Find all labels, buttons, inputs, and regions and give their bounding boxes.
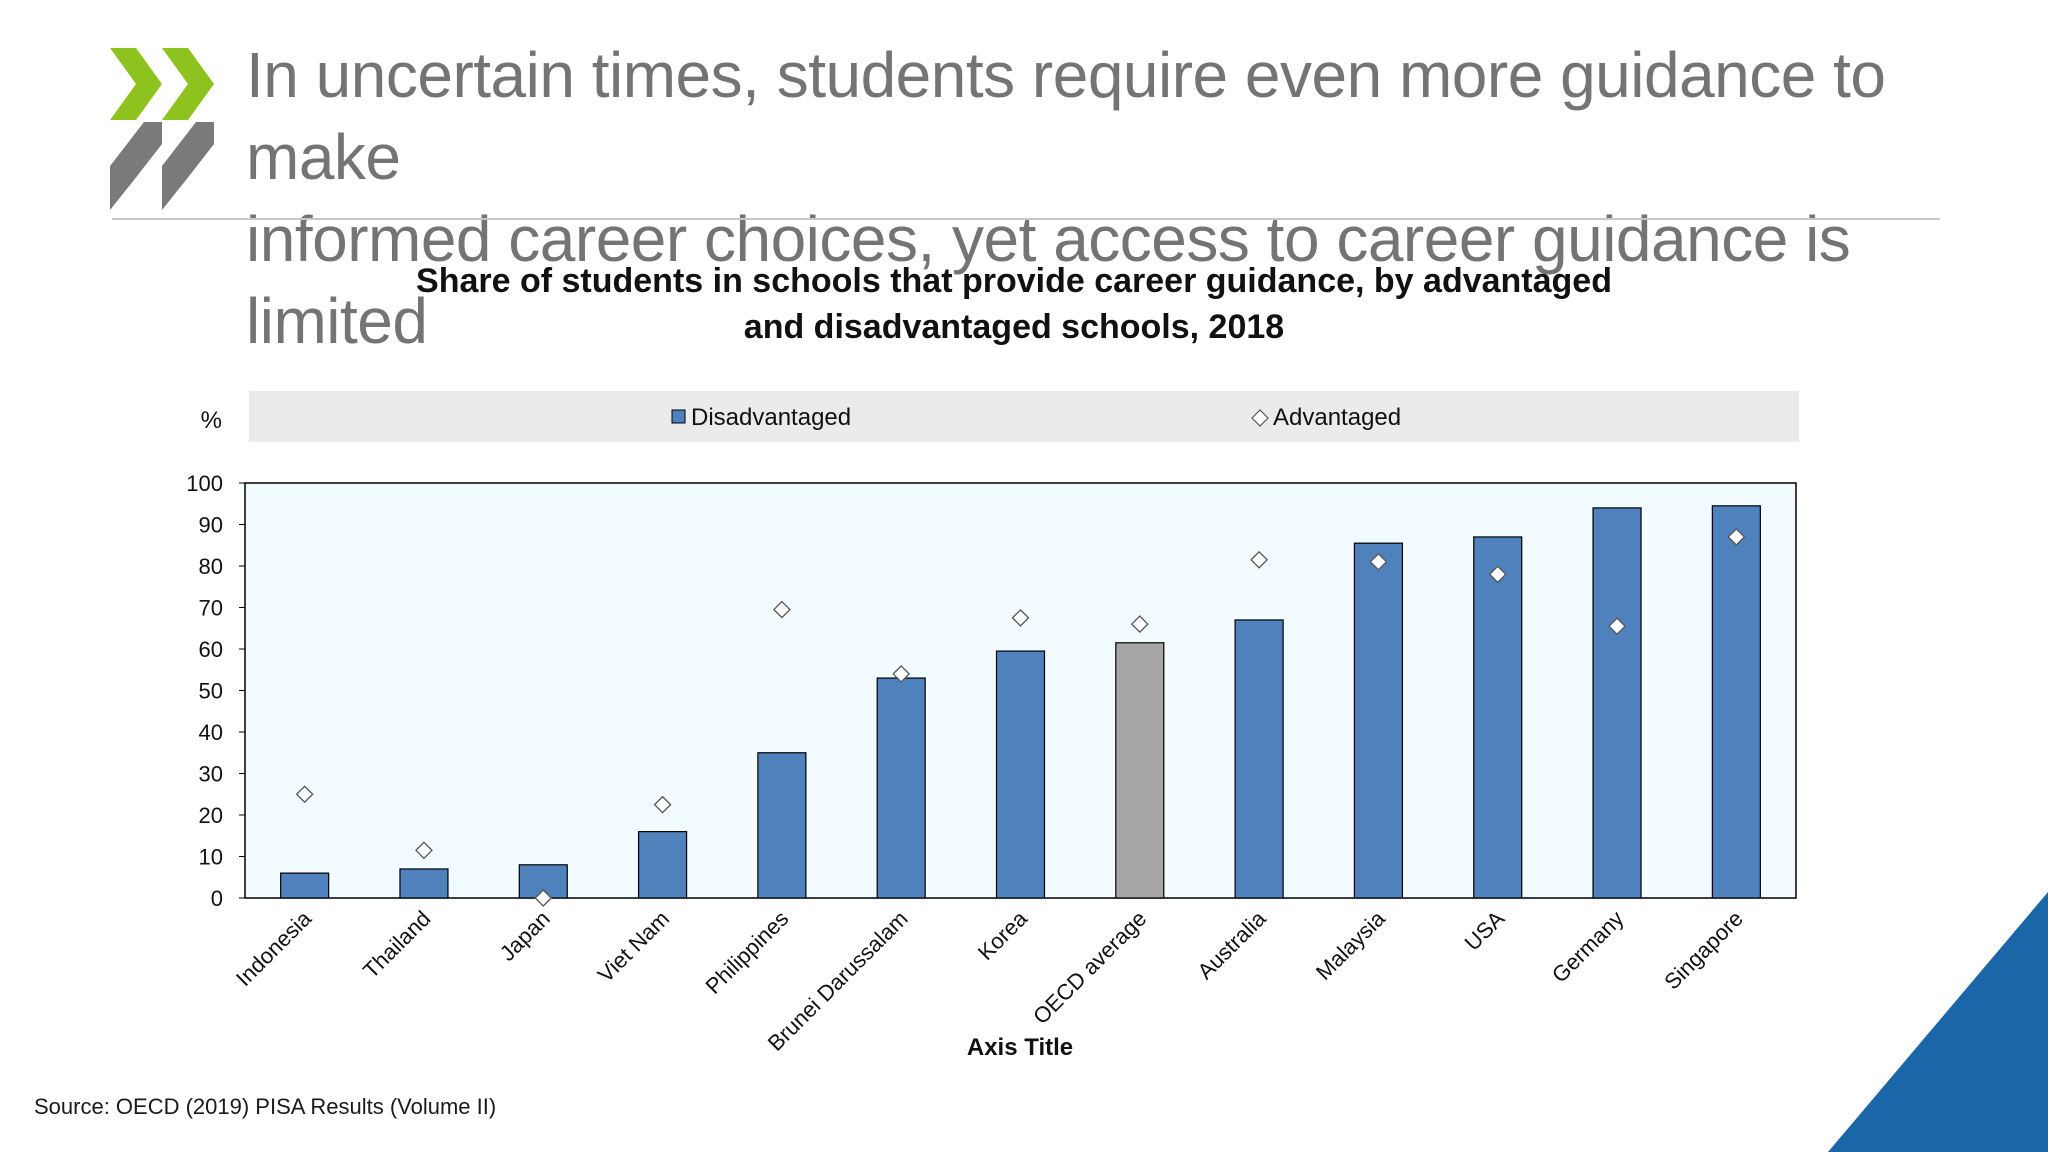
- x-tick-label: Viet Nam: [593, 906, 674, 987]
- y-tick-label: 80: [199, 554, 223, 579]
- bar-disadvantaged: [1592, 507, 1642, 899]
- marker-advantaged: [1011, 608, 1030, 627]
- legend-label-advantaged: Advantaged: [1273, 404, 1401, 431]
- y-tick-label: 0: [211, 886, 223, 911]
- slide-headline-line-2: informed career choices, yet access to c…: [246, 203, 1851, 357]
- x-tick-label: Indonesia: [231, 905, 317, 991]
- x-tick-label: OECD average: [1028, 906, 1151, 1029]
- bar-disadvantaged: [399, 868, 449, 899]
- logo-green-chevron-right: [162, 48, 214, 120]
- x-tick-label: Singapore: [1659, 906, 1748, 995]
- headline-divider: [112, 218, 1940, 220]
- oecd-chevron-logo-icon: [110, 48, 214, 210]
- y-tick-label: 70: [199, 596, 223, 621]
- slide-headline: In uncertain times, students require eve…: [246, 34, 1946, 362]
- bar-disadvantaged: [1711, 505, 1761, 899]
- bar-disadvantaged: [1473, 536, 1523, 899]
- y-tick-label: 90: [199, 513, 223, 538]
- marker-series: [295, 528, 1746, 907]
- x-tick-label: Philippines: [701, 906, 794, 999]
- marker-advantaged: [1488, 565, 1507, 584]
- marker-advantaged: [892, 664, 911, 683]
- y-tick-label: 60: [199, 637, 223, 662]
- logo-grey-chevron-left: [110, 122, 162, 210]
- marker-advantaged: [1369, 552, 1388, 571]
- marker-advantaged: [295, 785, 314, 804]
- y-tick-label: 50: [199, 679, 223, 704]
- marker-advantaged: [653, 795, 672, 814]
- x-tick-label: Australia: [1192, 905, 1271, 984]
- marker-advantaged: [534, 889, 553, 907]
- x-tick-label: Japan: [495, 906, 555, 966]
- marker-advantaged: [1130, 615, 1149, 634]
- bar-disadvantaged: [1353, 542, 1404, 899]
- corner-decoration: [1828, 892, 2048, 1152]
- marker-advantaged: [415, 841, 433, 860]
- legend-band: [249, 391, 1799, 442]
- y-tick-label: 10: [199, 845, 223, 870]
- slide-headline-line-1: In uncertain times, students require eve…: [246, 39, 1886, 193]
- bar-disadvantaged: [1234, 619, 1284, 899]
- y-tick-label: 20: [199, 803, 223, 828]
- y-tick-label: 40: [199, 720, 223, 745]
- x-tick-label: Germany: [1547, 906, 1629, 988]
- logo-green-chevron-left: [110, 48, 162, 120]
- legend-label-disadvantaged: Disadvantaged: [691, 404, 851, 431]
- bar-disadvantaged: [995, 650, 1046, 899]
- bar-disadvantaged: [757, 752, 807, 899]
- marker-advantaged: [772, 600, 791, 619]
- chart-title-line-1: Share of students in schools that provid…: [416, 262, 1612, 300]
- x-tick-label: USA: [1460, 906, 1510, 956]
- bar-disadvantaged: [1115, 642, 1165, 899]
- bar-disadvantaged: [637, 830, 688, 899]
- y-tick-label: 30: [199, 762, 223, 787]
- bar-disadvantaged: [876, 677, 926, 899]
- x-tick-label: Thailand: [358, 906, 435, 983]
- legend-marker-advantaged: [1251, 409, 1269, 427]
- legend-swatch-disadvantaged: [671, 409, 686, 424]
- marker-advantaged: [1727, 528, 1746, 546]
- marker-advantaged: [1608, 617, 1626, 636]
- y-unit-label: %: [201, 407, 222, 434]
- bar-disadvantaged: [280, 872, 330, 899]
- marker-advantaged: [1250, 550, 1269, 569]
- logo-grey-chevron-right: [162, 122, 214, 210]
- chart-title-line-2: and disadvantaged schools, 2018: [743, 308, 1285, 346]
- y-tick-label: 100: [186, 471, 223, 496]
- x-tick-label: Korea: [973, 905, 1033, 965]
- bar-series: [280, 505, 1761, 899]
- source-note: Source: OECD (2019) PISA Results (Volume…: [34, 1094, 497, 1119]
- y-axis: 0 10 20 30 40 50 60 70 80 90 100: [186, 471, 245, 911]
- x-tick-label: Malaysia: [1311, 905, 1391, 985]
- x-axis-title: Axis Title: [967, 1034, 1073, 1061]
- chart-title: Share of students in schools that provid…: [340, 258, 1688, 350]
